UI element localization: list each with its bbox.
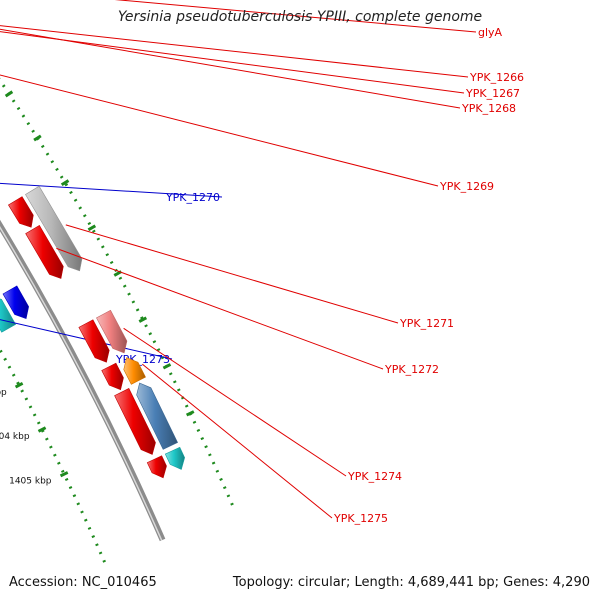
gene-label: YPK_1275 bbox=[333, 512, 388, 525]
tick-label: 1404 kbp bbox=[0, 432, 30, 442]
gene-arrow-ypk-1271 bbox=[25, 185, 83, 272]
genome-backbone bbox=[0, 220, 166, 542]
gene-label: YPK_1271 bbox=[399, 317, 454, 330]
tick-mark-inner bbox=[14, 382, 24, 389]
tick-label: 1403 kbp bbox=[0, 388, 7, 398]
gene-callout-line bbox=[0, 74, 439, 187]
tick-mark-outer bbox=[60, 179, 70, 187]
gene-label: YPK_1270 bbox=[165, 191, 220, 204]
genome-summary-text: Topology: circular; Length: 4,689,441 bp… bbox=[232, 575, 590, 590]
gene-callout-line bbox=[0, 31, 465, 94]
gene-label: glyA bbox=[478, 26, 503, 39]
gene-arrow-ypk-1272 bbox=[25, 224, 64, 279]
tick-mark-outer bbox=[87, 224, 97, 232]
gene-label: YPK_1269 bbox=[439, 180, 494, 193]
ruler-outer bbox=[0, 77, 236, 510]
genome-summary: Topology: circular; Length: 4,689,441 bp… bbox=[233, 575, 590, 590]
tick-mark-outer bbox=[185, 410, 195, 417]
tick-mark-inner bbox=[37, 426, 47, 433]
gene-arrow bbox=[78, 319, 110, 363]
gene-arrow bbox=[114, 388, 156, 455]
gene-callout-line bbox=[114, 0, 477, 33]
tick-mark-outer bbox=[162, 363, 172, 370]
tick-mark-outer bbox=[138, 316, 148, 323]
gene-label: YPK_1274 bbox=[347, 470, 402, 483]
genome-backbone-highlight bbox=[0, 226, 163, 541]
gene-callout-line bbox=[123, 327, 347, 477]
gene-arrow bbox=[2, 285, 29, 319]
tick-mark-outer bbox=[33, 134, 42, 142]
gene-label: YPK_1266 bbox=[469, 71, 524, 84]
gene-arrow bbox=[101, 362, 124, 391]
tick-label: 1405 kbp bbox=[9, 476, 52, 486]
gene-callout-line bbox=[0, 25, 469, 78]
gene-arrow-ypk-1275 bbox=[123, 357, 146, 385]
gene-callout-line bbox=[56, 247, 384, 370]
gene-arrow-ypk-1274 bbox=[96, 309, 128, 354]
gene-label: YPK_1272 bbox=[384, 363, 439, 376]
map-title: Yersinia pseudotuberculosis YPIII, compl… bbox=[117, 9, 483, 25]
gene-callout-line bbox=[65, 224, 399, 324]
gene-callout-line bbox=[141, 363, 333, 519]
gene-arrow bbox=[8, 196, 34, 228]
tick-mark-inner bbox=[59, 471, 69, 478]
gene-arrow-ypk-1273 bbox=[0, 298, 17, 333]
gene-callout-line bbox=[0, 28, 461, 109]
gene-label: YPK_1268 bbox=[461, 102, 516, 115]
accession-label: Accession: NC_010465 bbox=[9, 575, 157, 590]
gene-arrow bbox=[146, 455, 167, 479]
gene-callout-line bbox=[0, 182, 223, 198]
tick-mark-outer bbox=[4, 90, 14, 98]
gene-callout-line bbox=[0, 319, 173, 360]
gene-arrow bbox=[164, 446, 185, 470]
gene-label: YPK_1267 bbox=[465, 87, 520, 100]
gene-arrow bbox=[136, 382, 178, 450]
